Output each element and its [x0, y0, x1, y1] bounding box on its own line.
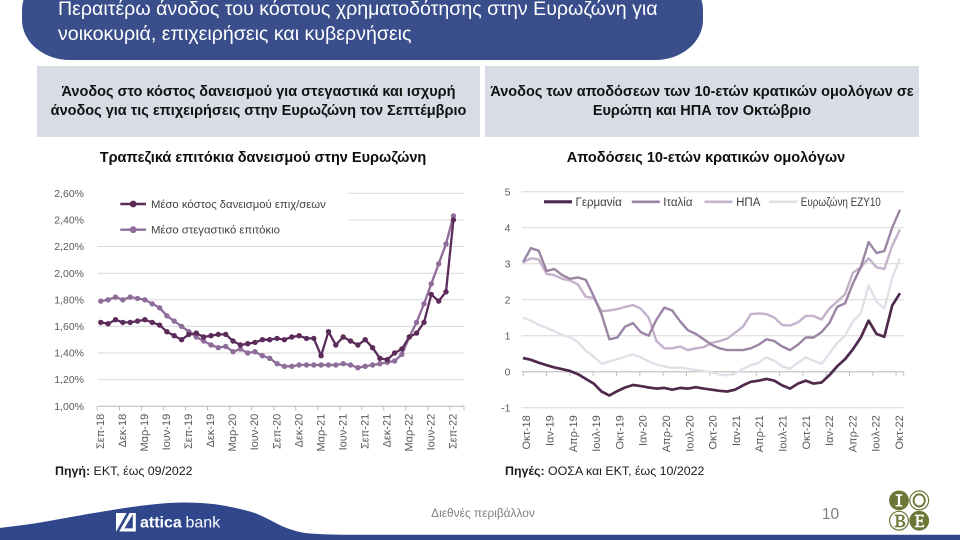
svg-text:2,60%: 2,60%: [54, 188, 84, 200]
svg-text:2,40%: 2,40%: [54, 215, 84, 227]
svg-text:3: 3: [505, 258, 511, 270]
svg-text:Οκτ-18: Οκτ-18: [521, 415, 533, 449]
svg-text:4: 4: [505, 222, 511, 234]
svg-text:attica: attica: [140, 515, 182, 532]
svg-text:Οκτ-20: Οκτ-20: [708, 415, 720, 449]
svg-text:Δεκ-21: Δεκ-21: [382, 414, 394, 448]
svg-text:Γερμανία: Γερμανία: [576, 197, 623, 209]
svg-text:Σεπ-21: Σεπ-21: [359, 414, 371, 449]
svg-text:Ιαν-21: Ιαν-21: [731, 415, 743, 446]
svg-text:Ιουν-21: Ιουν-21: [337, 414, 349, 451]
svg-text:Απρ-19: Απρ-19: [568, 415, 580, 452]
svg-text:Μέσο στεγαστικό επιτόκιο: Μέσο στεγαστικό επιτόκιο: [151, 225, 280, 237]
svg-text:Ιταλία: Ιταλία: [663, 197, 693, 209]
svg-text:Δεκ-19: Δεκ-19: [205, 414, 217, 448]
svg-text:Ιουλ-22: Ιουλ-22: [871, 415, 883, 452]
svg-text:Ιουν-19: Ιουν-19: [161, 414, 173, 451]
svg-text:Σεπ-18: Σεπ-18: [95, 414, 107, 449]
svg-text:Ιαν-22: Ιαν-22: [824, 415, 836, 446]
svg-text:1: 1: [505, 330, 511, 342]
svg-text:Απρ-20: Απρ-20: [661, 415, 673, 452]
svg-text:1,20%: 1,20%: [54, 374, 84, 386]
svg-text:Μέσο κόστος δανεισμού επιχ/σεω: Μέσο κόστος δανεισμού επιχ/σεων: [151, 199, 326, 211]
svg-text:Απρ-22: Απρ-22: [847, 415, 859, 452]
svg-text:Μαρ-19: Μαρ-19: [139, 414, 151, 452]
svg-text:-1: -1: [501, 402, 510, 414]
svg-text:bank: bank: [186, 515, 222, 532]
svg-text:1,00%: 1,00%: [54, 401, 84, 413]
svg-text:Οκτ-21: Οκτ-21: [801, 415, 813, 449]
svg-text:1,40%: 1,40%: [54, 348, 84, 360]
svg-text:Οκτ-19: Οκτ-19: [614, 415, 626, 449]
svg-text:2: 2: [505, 294, 511, 306]
svg-text:Σεπ-19: Σεπ-19: [183, 414, 195, 449]
svg-text:Σεπ-20: Σεπ-20: [271, 414, 283, 449]
svg-text:1,60%: 1,60%: [54, 321, 84, 333]
svg-text:Οκτ-22: Οκτ-22: [894, 415, 906, 449]
svg-text:5: 5: [505, 186, 511, 198]
svg-text:ΗΠΑ: ΗΠΑ: [736, 197, 761, 209]
svg-text:Δεκ-20: Δεκ-20: [293, 414, 305, 448]
svg-text:Μαρ-20: Μαρ-20: [227, 414, 239, 452]
svg-text:2,00%: 2,00%: [54, 268, 84, 280]
svg-text:Μαρ-22: Μαρ-22: [404, 414, 416, 452]
svg-text:Ιουν-22: Ιουν-22: [426, 414, 438, 451]
svg-text:Σεπ-22: Σεπ-22: [448, 414, 460, 449]
svg-text:Μαρ-21: Μαρ-21: [315, 414, 327, 452]
svg-text:2,20%: 2,20%: [54, 241, 84, 253]
svg-text:0: 0: [505, 366, 511, 378]
svg-text:1,80%: 1,80%: [54, 294, 84, 306]
svg-text:Ευρωζώνη ΕΖΥ10: Ευρωζώνη ΕΖΥ10: [801, 197, 881, 209]
svg-text:Ιουλ-21: Ιουλ-21: [778, 415, 790, 452]
svg-text:Ιουλ-19: Ιουλ-19: [591, 415, 603, 452]
svg-text:Απρ-21: Απρ-21: [754, 415, 766, 452]
svg-text:Ιαν-20: Ιαν-20: [638, 415, 650, 446]
svg-text:Ιουν-20: Ιουν-20: [249, 414, 261, 451]
svg-text:Δεκ-18: Δεκ-18: [117, 414, 129, 448]
svg-text:Ιαν-19: Ιαν-19: [545, 415, 557, 446]
svg-text:Ιουλ-20: Ιουλ-20: [684, 415, 696, 452]
